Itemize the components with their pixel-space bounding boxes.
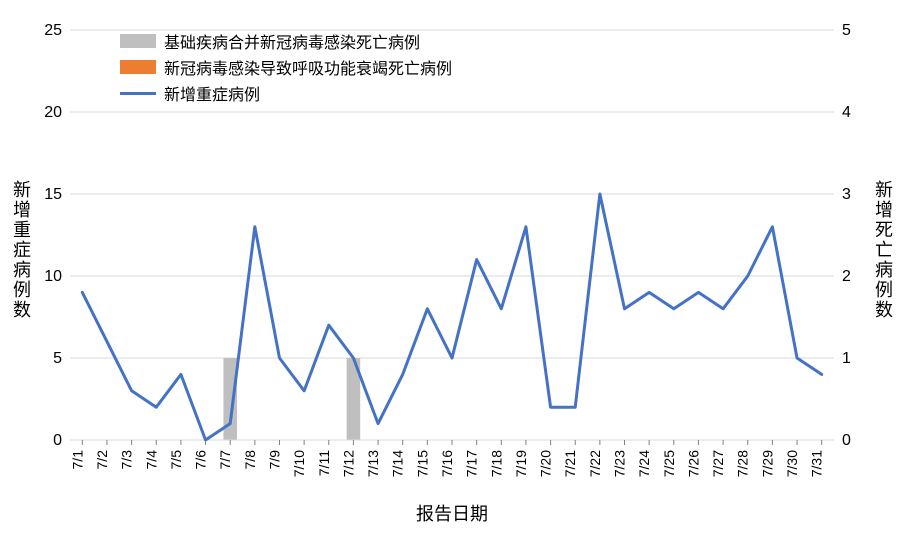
svg-text:5: 5 (53, 350, 62, 367)
svg-text:7/16: 7/16 (439, 450, 455, 477)
svg-text:0: 0 (53, 432, 62, 449)
svg-text:7/12: 7/12 (340, 450, 356, 477)
svg-text:7/27: 7/27 (710, 450, 726, 477)
svg-text:7/1: 7/1 (69, 450, 85, 470)
svg-text:7/20: 7/20 (538, 450, 554, 477)
svg-text:7/17: 7/17 (464, 450, 480, 477)
svg-text:7/21: 7/21 (562, 450, 578, 477)
svg-text:10: 10 (44, 268, 62, 285)
svg-text:7/11: 7/11 (316, 450, 332, 476)
svg-text:7/22: 7/22 (587, 450, 603, 477)
svg-text:25: 25 (44, 22, 62, 39)
x-axis-label: 报告日期 (0, 500, 904, 526)
svg-text:7/6: 7/6 (193, 450, 209, 470)
svg-text:20: 20 (44, 104, 62, 121)
svg-text:7/13: 7/13 (365, 450, 381, 477)
svg-text:7/7: 7/7 (217, 450, 233, 470)
svg-text:7/10: 7/10 (291, 450, 307, 477)
legend-label: 新增重症病例 (164, 81, 260, 105)
svg-text:3: 3 (842, 186, 851, 203)
legend-item-gray-bar: 基础疾病合并新冠病毒感染死亡病例 (120, 30, 452, 52)
svg-text:7/15: 7/15 (414, 450, 430, 477)
svg-text:7/28: 7/28 (735, 450, 751, 477)
legend-label: 新冠病毒感染导致呼吸功能衰竭死亡病例 (164, 55, 452, 79)
svg-text:7/19: 7/19 (513, 450, 529, 477)
svg-text:7/29: 7/29 (759, 450, 775, 477)
legend-label: 基础疾病合并新冠病毒感染死亡病例 (164, 29, 420, 53)
y1-axis-label: 新增重症病例数 (8, 180, 34, 320)
svg-text:7/9: 7/9 (266, 450, 282, 470)
svg-text:7/4: 7/4 (143, 450, 159, 470)
svg-text:7/5: 7/5 (168, 450, 184, 470)
y2-axis-label: 新增死亡病例数 (870, 180, 896, 320)
svg-text:7/23: 7/23 (612, 450, 628, 477)
legend-swatch-orange (120, 60, 156, 74)
svg-text:7/14: 7/14 (390, 450, 406, 477)
svg-text:7/25: 7/25 (661, 450, 677, 477)
svg-text:7/3: 7/3 (119, 450, 135, 470)
svg-text:7/18: 7/18 (488, 450, 504, 477)
legend: 基础疾病合并新冠病毒感染死亡病例 新冠病毒感染导致呼吸功能衰竭死亡病例 新增重症… (120, 30, 452, 108)
svg-text:1: 1 (842, 350, 851, 367)
svg-text:7/30: 7/30 (784, 450, 800, 477)
legend-swatch-gray (120, 34, 156, 48)
svg-text:0: 0 (842, 432, 851, 449)
svg-text:7/2: 7/2 (94, 450, 110, 470)
svg-text:7/31: 7/31 (809, 450, 825, 477)
svg-text:7/24: 7/24 (636, 450, 652, 477)
legend-line-blue (120, 92, 156, 95)
svg-text:7/8: 7/8 (242, 450, 258, 470)
svg-text:4: 4 (842, 104, 851, 121)
svg-text:7/26: 7/26 (685, 450, 701, 477)
svg-text:15: 15 (44, 186, 62, 203)
legend-item-orange-bar: 新冠病毒感染导致呼吸功能衰竭死亡病例 (120, 56, 452, 78)
legend-item-blue-line: 新增重症病例 (120, 82, 452, 104)
svg-text:5: 5 (842, 22, 851, 39)
chart-container: 0 5 10 15 20 25 0 1 2 3 4 5 7/1 7/2 7/3 7/4 7/5 7/6 7/7 7/8… (0, 0, 904, 534)
svg-text:2: 2 (842, 268, 851, 285)
